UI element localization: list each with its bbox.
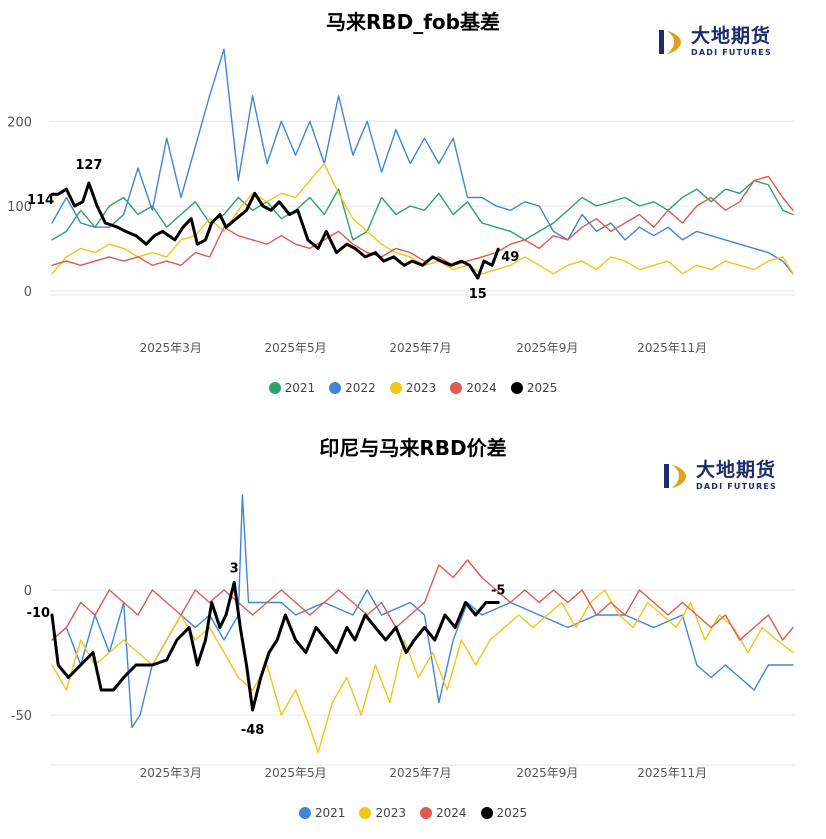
data-label: 127: [75, 158, 102, 173]
x-tick-label: 2025年5月: [265, 766, 327, 780]
legend-item-2021[interactable]: 2021: [298, 806, 346, 820]
dadi-logo-icon: [656, 28, 684, 56]
legend-swatch: [268, 382, 281, 394]
legend-label: 2024: [466, 381, 497, 395]
legend-swatch: [420, 807, 432, 819]
x-tick-label: 2025年7月: [389, 766, 451, 780]
legend-label: 2025: [496, 806, 528, 820]
series-line-2021: [51, 179, 794, 241]
chart-panel-fob-basis: 马来RBD_fob基差 大地期货 DADI FUTURES 0 100 200 202…: [0, 0, 826, 410]
series-line-2025: [50, 581, 500, 712]
x-tick-label: 2025年3月: [140, 766, 202, 780]
legend-item-2023[interactable]: 2023: [359, 806, 406, 820]
data-label: 114: [27, 193, 54, 208]
legend-item-2021[interactable]: 2021: [268, 381, 316, 395]
legend-label: 2022: [345, 381, 376, 395]
legend-label: 2023: [405, 381, 437, 395]
logo-name-cn: 大地期货: [691, 25, 772, 47]
legend-label: 2024: [436, 806, 467, 820]
y-tick-label: 0: [24, 584, 32, 599]
data-label: 3: [230, 562, 239, 577]
legend-item-2024[interactable]: 2024: [450, 381, 497, 395]
chart-title: 印尼与马来RBD价差: [319, 436, 507, 460]
series-line-2021: [51, 494, 794, 729]
legend-item-2022[interactable]: 2022: [329, 381, 376, 395]
x-tick-label: 2025年5月: [265, 341, 327, 355]
x-tick-label: 2025年11月: [637, 766, 707, 780]
x-tick-label: 2025年9月: [516, 766, 578, 780]
legend-item-2023[interactable]: 2023: [389, 381, 437, 395]
legend-item-2025[interactable]: 2025: [510, 381, 558, 395]
x-tick-label: 2025年3月: [140, 341, 202, 355]
x-tick-label: 2025年9月: [516, 341, 578, 355]
legend-swatch: [329, 382, 342, 394]
dadi-logo: 大地期货 DADI FUTURES: [660, 461, 777, 491]
legend-label: 2021: [284, 381, 316, 395]
legend-label: 2023: [375, 806, 406, 820]
legend-label: 2021: [314, 806, 346, 820]
logo-name-cn: 大地期货: [696, 459, 777, 481]
fob-basis-chart: 0 100 200 2025年3月 2025年5月 2025年7月 2025年9月 2025年…: [7, 48, 795, 355]
series-line-2023: [51, 589, 794, 754]
legend-swatch: [389, 382, 402, 394]
y-tick-label: 0: [24, 285, 32, 300]
x-tick-label: 2025年11月: [637, 341, 707, 355]
legend-item-2025[interactable]: 2025: [480, 806, 528, 820]
y-tick-label: 100: [7, 200, 32, 215]
series-line-2023: [51, 162, 794, 275]
chart-title: 马来RBD_fob基差: [325, 10, 500, 34]
y-tick-label: 200: [7, 115, 32, 130]
chart-panel-indo-malay-spread: 印尼与马来RBD价差 大地期货 DADI FUTURES -50 0 2025年3月…: [0, 420, 826, 839]
legend-swatch: [359, 807, 372, 819]
data-label: -48: [241, 723, 265, 738]
legend-swatch: [450, 382, 463, 394]
series-line-2024: [51, 559, 794, 641]
series-line-2024: [51, 175, 794, 266]
legend-label: 2025: [526, 381, 558, 395]
data-label: -10: [27, 606, 51, 621]
dadi-logo: 大地期货 DADI FUTURES: [655, 27, 772, 57]
series-line-2025: [50, 181, 500, 280]
legend-item-2024[interactable]: 2024: [420, 806, 467, 820]
y-tick-label: -50: [11, 709, 32, 724]
legend-swatch: [510, 382, 523, 394]
legend-swatch: [298, 807, 311, 819]
logo-name-en: DADI FUTURES: [696, 482, 777, 491]
data-label: 49: [501, 250, 519, 265]
dadi-logo-icon: [661, 462, 689, 490]
chart-legend: 2021 2023 2024 2025: [0, 806, 826, 820]
series-line-2022: [51, 48, 794, 275]
logo-name-en: DADI FUTURES: [691, 48, 772, 57]
legend-swatch: [480, 807, 493, 819]
data-label: -5: [491, 584, 505, 599]
x-tick-label: 2025年7月: [389, 341, 451, 355]
data-label: 15: [469, 287, 487, 302]
spread-chart: -50 0 2025年3月 2025年5月 2025年7月 2025年9月 2025年11月…: [11, 494, 795, 780]
chart-legend: 2021 2022 2023 2024 2025: [0, 381, 826, 395]
